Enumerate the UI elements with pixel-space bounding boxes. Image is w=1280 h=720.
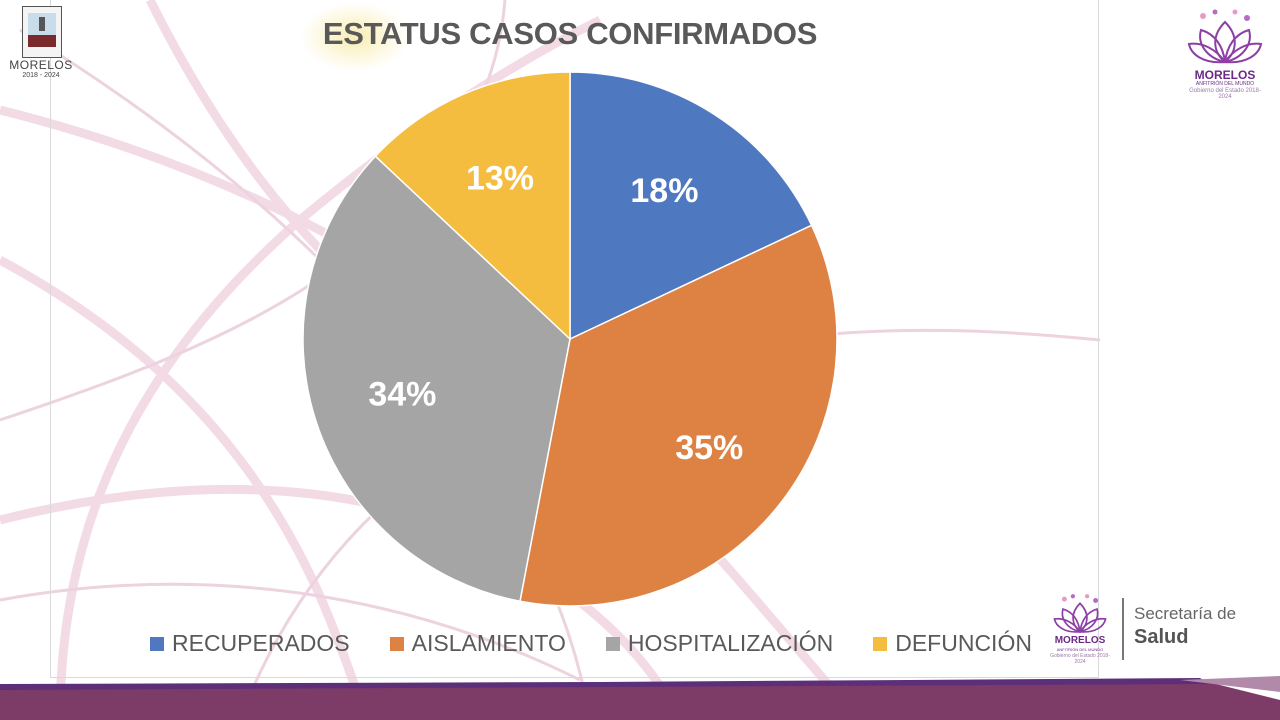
coat-of-arms-icon bbox=[22, 6, 62, 58]
morelos-government-logo: MORELOS ANFITRIÓN DEL MUNDO Gobierno del… bbox=[1185, 6, 1265, 100]
right-logo-subtitle: Gobierno del Estado 2018-2024 bbox=[1189, 88, 1261, 100]
bottom-logo-tagline: ANFITRIÓN DEL MUNDO bbox=[1056, 647, 1104, 652]
slice-label-aislamiento: 35% bbox=[675, 429, 743, 467]
pie-slice-aislamiento bbox=[519, 224, 838, 607]
legend-label: HOSPITALIZACIÓN bbox=[627, 630, 834, 656]
left-logo-name: MORELOS bbox=[9, 58, 73, 72]
legend-label: DEFUNCIÓN bbox=[895, 630, 1032, 656]
left-logo-years: 2018 - 2024 bbox=[22, 72, 60, 79]
right-logo-brand: MORELOS bbox=[1194, 68, 1256, 82]
pie-slice-recuperados bbox=[569, 71, 813, 341]
slice-label-defunción: 13% bbox=[466, 159, 534, 197]
legend-label: AISLAMIENTO bbox=[411, 630, 566, 656]
bottom-logo-subtitle: Gobierno del Estado 2018-2024 bbox=[1050, 653, 1110, 665]
secretaria-label: Secretaría de bbox=[1134, 604, 1237, 623]
legend-label: RECUPERADOS bbox=[172, 630, 350, 656]
lotus-flower-icon bbox=[1053, 594, 1107, 633]
chart-area bbox=[50, 0, 1099, 678]
legend-item-recuperados: RECUPERADOS bbox=[150, 630, 350, 657]
pie-slice-hospitalización bbox=[302, 155, 571, 603]
chart-legend: RECUPERADOS AISLAMIENTO HOSPITALIZACIÓN DEF… bbox=[150, 630, 1072, 657]
legend-item-defunción: DEFUNCIÓN bbox=[873, 630, 1032, 657]
logo-divider bbox=[1122, 598, 1124, 660]
legend-swatch bbox=[389, 636, 404, 651]
legend-swatch bbox=[873, 636, 888, 651]
right-logo-tagline: ANFITRIÓN DEL MUNDO bbox=[1195, 81, 1255, 87]
pie-slice-defunción bbox=[374, 71, 571, 341]
legend-swatch bbox=[150, 636, 164, 651]
slice-label-hospitalización: 34% bbox=[368, 375, 436, 413]
lotus-flower-icon bbox=[1187, 9, 1263, 64]
secretaria-de-salud-logo: MORELOS ANFITRIÓN DEL MUNDO Gobierno del… bbox=[1050, 592, 1260, 672]
salud-label: Salud bbox=[1134, 626, 1189, 648]
chart-title: ESTATUS CASOS CONFIRMADOS bbox=[322, 16, 818, 51]
legend-item-hospitalización: HOSPITALIZACIÓN bbox=[605, 630, 834, 657]
morelos-coat-of-arms-logo: MORELOS 2018 - 2024 bbox=[8, 6, 74, 82]
title-highlight bbox=[300, 2, 410, 72]
legend-item-aislamiento: AISLAMIENTO bbox=[389, 630, 566, 657]
slice-label-recuperados: 18% bbox=[630, 172, 698, 210]
legend-swatch bbox=[605, 636, 620, 651]
bottom-logo-brand: MORELOS bbox=[1054, 635, 1106, 646]
